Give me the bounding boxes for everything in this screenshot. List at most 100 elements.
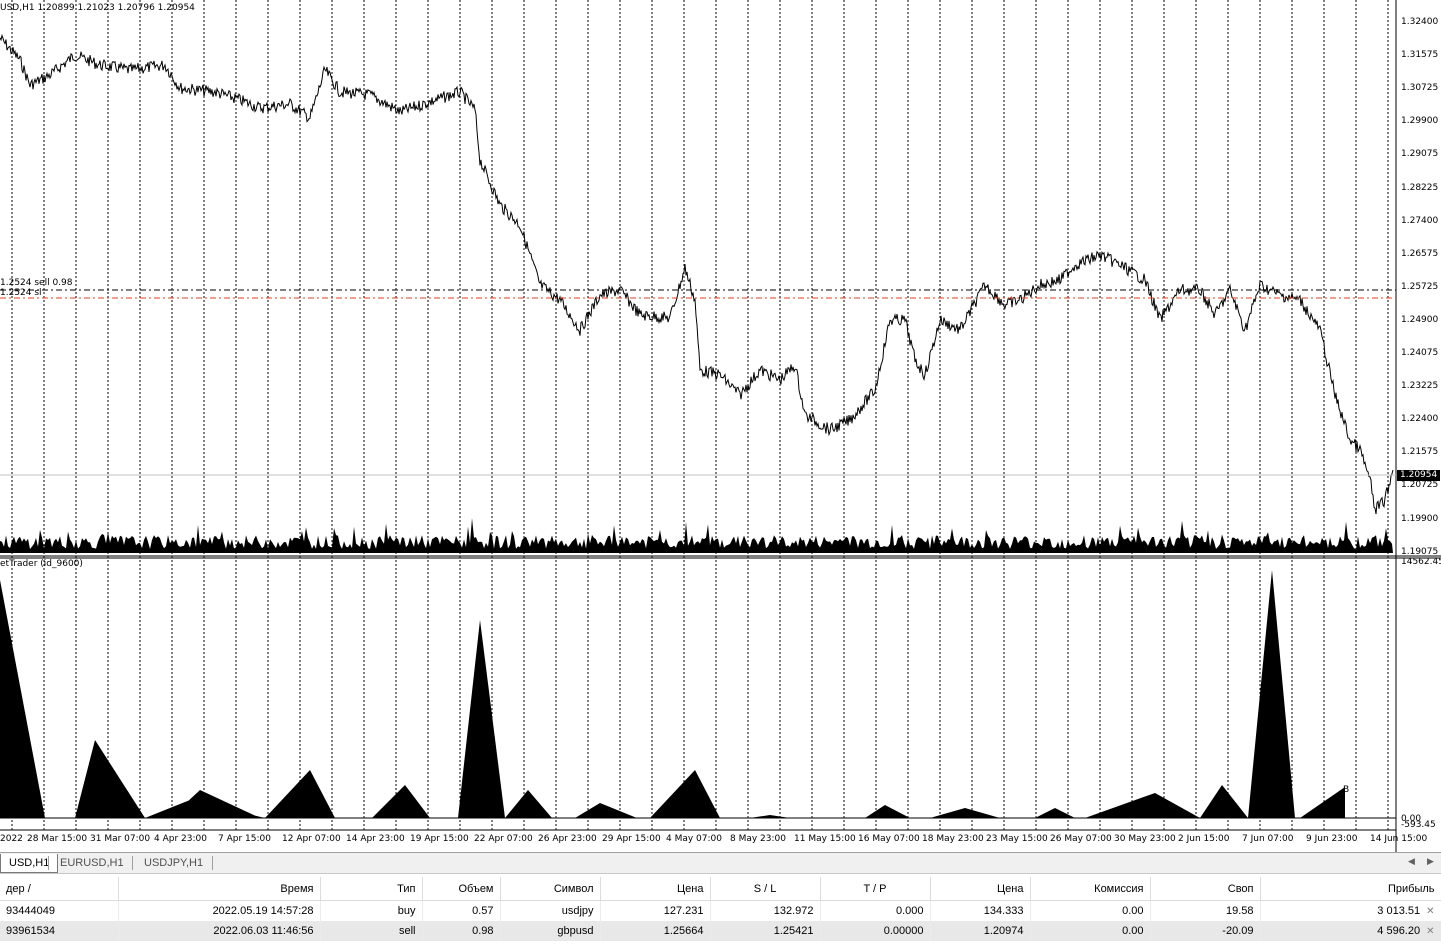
cell-tp: 0.00000 bbox=[820, 921, 931, 941]
profit-value: 3 013.51 bbox=[1377, 905, 1421, 917]
price-axis-label: 1.22400 bbox=[1401, 414, 1439, 425]
tab-usdjpy-h1[interactable]: USDJPY,H1 bbox=[144, 857, 204, 869]
cell-type: buy bbox=[320, 900, 423, 921]
close-icon[interactable]: ✕ bbox=[1426, 906, 1435, 917]
price-axis-label: 1.25725 bbox=[1401, 281, 1439, 292]
time-axis-label: 2022 bbox=[0, 834, 23, 844]
tab-divider bbox=[132, 856, 133, 870]
indicator-peak bbox=[75, 740, 145, 818]
time-axis-label: 23 May 15:00 bbox=[986, 834, 1048, 844]
cell-profit: 4 596.20 ✕ bbox=[1260, 921, 1441, 941]
tab-eurusd-h1[interactable]: EURUSD,H1 bbox=[60, 857, 124, 869]
indicator-peak bbox=[1200, 785, 1248, 818]
time-axis-label: 7 Jun 07:00 bbox=[1242, 834, 1294, 844]
tab-divider bbox=[48, 856, 49, 870]
col-order[interactable]: дер / bbox=[0, 877, 119, 901]
cell-order: 93444049 bbox=[0, 900, 119, 921]
trade-table: дер / Время Тип Объем Символ Цена S / L … bbox=[0, 877, 1441, 941]
time-axis-label: 28 Mar 15:00 bbox=[27, 834, 88, 844]
indicator-peak bbox=[1085, 793, 1200, 818]
price-axis-label: 1.19075 bbox=[1401, 546, 1439, 557]
indicator-peak bbox=[1035, 808, 1075, 818]
time-axis-label: 30 May 23:00 bbox=[1114, 834, 1176, 844]
time-axis-label: 16 May 07:00 bbox=[858, 834, 920, 844]
indicator-peak bbox=[575, 803, 637, 818]
price-axis-label: 1.26575 bbox=[1401, 248, 1439, 259]
price-series-line bbox=[0, 33, 1394, 515]
scroll-right-icon[interactable]: ▶ bbox=[1427, 856, 1434, 866]
price-axis-label: 1.27400 bbox=[1401, 215, 1439, 226]
price-axis-label: 1.24900 bbox=[1401, 314, 1439, 325]
time-axis-label: 14 Jun 15:00 bbox=[1370, 834, 1428, 844]
cell-current-price: 1.20974 bbox=[930, 921, 1031, 941]
col-symbol[interactable]: Символ bbox=[500, 877, 601, 901]
price-axis-label: 1.28225 bbox=[1401, 182, 1439, 193]
col-swap[interactable]: Своп bbox=[1150, 877, 1261, 901]
tab-usd-h1[interactable]: USD,H1 bbox=[0, 854, 59, 873]
time-axis-label: 12 Apr 07:00 bbox=[282, 834, 341, 844]
cell-price: 127.231 bbox=[600, 900, 711, 921]
chart-tabs: USD,H1 EURUSD,H1 USDJPY,H1 ◀ ▶ bbox=[0, 852, 1441, 874]
col-tp[interactable]: T / P bbox=[820, 877, 931, 901]
cell-symbol: gbpusd bbox=[500, 921, 601, 941]
price-axis-label: 1.31575 bbox=[1401, 50, 1439, 61]
cell-swap: 19.58 bbox=[1150, 900, 1261, 921]
stoploss-label: 1.2524 sl bbox=[0, 288, 42, 298]
table-row[interactable]: 93961534 2022.06.03 11:46:56 sell 0.98 g… bbox=[0, 921, 1441, 941]
price-axis-label: 1.30725 bbox=[1401, 83, 1439, 94]
order-label: 1.2524 sell 0.98 bbox=[0, 278, 73, 288]
indicator-peak bbox=[170, 790, 260, 818]
indicator-peak bbox=[265, 770, 335, 818]
time-axis-label: 7 Apr 15:00 bbox=[218, 834, 271, 844]
col-volume[interactable]: Объем bbox=[422, 877, 501, 901]
table-row[interactable]: 93444049 2022.05.19 14:57:28 buy 0.57 us… bbox=[0, 900, 1441, 921]
indicator-peak bbox=[650, 770, 720, 818]
scroll-left-icon[interactable]: ◀ bbox=[1408, 856, 1415, 866]
cell-symbol: usdjpy bbox=[500, 900, 601, 921]
indicator-peak bbox=[372, 785, 430, 818]
indicator-peak bbox=[865, 805, 910, 818]
close-icon[interactable]: ✕ bbox=[1426, 926, 1435, 937]
col-commission[interactable]: Комиссия bbox=[1030, 877, 1151, 901]
chart-header: USD,H1 1.20899 1.21023 1.20796 1.20954 bbox=[0, 3, 195, 13]
time-axis-label: 19 Apr 15:00 bbox=[410, 834, 469, 844]
price-axis-label: 1.23225 bbox=[1401, 381, 1439, 392]
price-axis-label: 1.32400 bbox=[1401, 17, 1439, 27]
time-axis-label: 2 Jun 15:00 bbox=[1178, 834, 1230, 844]
indicator-peak bbox=[1248, 570, 1295, 818]
price-axis-label: 1.24075 bbox=[1401, 348, 1439, 358]
col-sl[interactable]: S / L bbox=[710, 877, 821, 901]
cell-sl: 132.972 bbox=[710, 900, 821, 921]
indicator-axis-min: -593.45 bbox=[1401, 820, 1436, 830]
time-axis-label: 4 May 07:00 bbox=[666, 834, 722, 844]
col-current-price[interactable]: Цена bbox=[930, 877, 1031, 901]
time-axis-label: 18 May 23:00 bbox=[922, 834, 984, 844]
cell-current-price: 134.333 bbox=[930, 900, 1031, 921]
col-type[interactable]: Тип bbox=[320, 877, 423, 901]
tab-divider bbox=[212, 856, 213, 870]
volume-histogram bbox=[0, 518, 1393, 553]
indicator-label: etTrader (id_9600) bbox=[0, 559, 83, 569]
cell-time: 2022.05.19 14:57:28 bbox=[118, 900, 321, 921]
cell-tp: 0.000 bbox=[820, 900, 931, 921]
col-profit[interactable]: Прибыль bbox=[1260, 877, 1441, 901]
table-header-row: дер / Время Тип Объем Символ Цена S / L … bbox=[0, 877, 1441, 901]
price-chart[interactable] bbox=[0, 0, 1441, 852]
time-axis-label: 22 Apr 07:00 bbox=[474, 834, 533, 844]
cell-commission: 0.00 bbox=[1030, 900, 1151, 921]
profit-value: 4 596.20 bbox=[1377, 925, 1421, 937]
indicator-peak bbox=[930, 808, 1000, 818]
indicator-peak bbox=[0, 580, 45, 818]
cell-swap: -20.09 bbox=[1150, 921, 1261, 941]
cell-order: 93961534 bbox=[0, 921, 119, 941]
col-time[interactable]: Время bbox=[118, 877, 321, 901]
time-axis-label: 29 Apr 15:00 bbox=[602, 834, 661, 844]
indicator-peak bbox=[1300, 787, 1345, 818]
cell-profit: 3 013.51 ✕ bbox=[1260, 900, 1441, 921]
chart-area[interactable]: USD,H1 1.20899 1.21023 1.20796 1.20954 1… bbox=[0, 0, 1441, 852]
col-price[interactable]: Цена bbox=[600, 877, 711, 901]
time-axis-label: 14 Apr 23:00 bbox=[346, 834, 405, 844]
time-axis-label: 31 Mar 07:00 bbox=[90, 834, 151, 844]
time-axis-label: 11 May 15:00 bbox=[794, 834, 856, 844]
indicator-marker: B bbox=[1343, 785, 1350, 795]
